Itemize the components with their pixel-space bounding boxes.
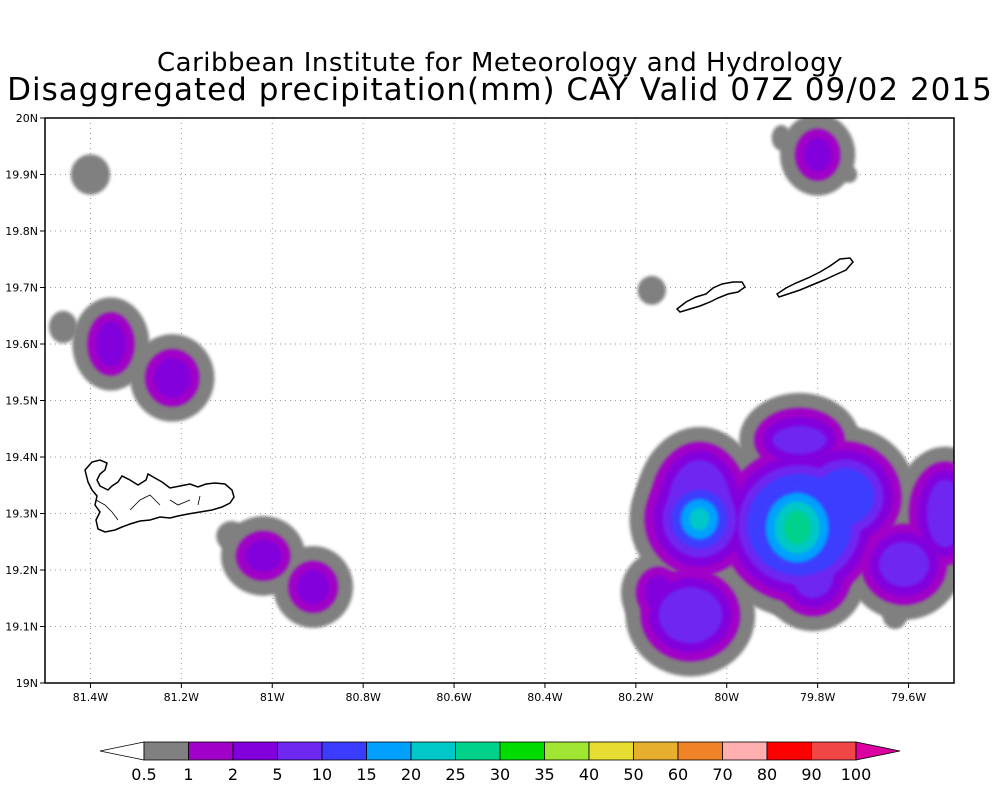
colorbar-label: 60 [668,765,688,784]
colorbar-box [232,741,278,761]
lon-tick-label: 81.4W [73,691,108,704]
colorbar-label: 2 [228,765,238,784]
precip-cell [772,425,827,455]
lon-tick-label: 80.6W [436,691,471,704]
colorbar-box [143,741,189,761]
precip-cell [244,540,282,572]
colorbar-label: 25 [445,765,465,784]
lat-tick-label: 19.3N [5,508,38,521]
precip-cell [804,137,832,172]
colorbar: 0.5 1 2 5 10 15 20 25 30 35 40 50 60 70 80 90 100 [99,741,901,784]
precip-cell [96,321,126,367]
colorbar-box [499,741,545,761]
colorbar-label: 50 [623,765,643,784]
lat-tick-label: 19.7N [5,282,38,295]
lon-tick-label: 79.8W [800,691,835,704]
colorbar-label: 90 [801,765,821,784]
island-cayman-brac [775,257,854,298]
colorbar-high-arrow [855,741,901,761]
lat-tick-label: 19.8N [5,225,38,238]
colorbar-box [455,741,501,761]
colorbar-box [722,741,768,761]
precip-cell [783,510,811,545]
precip-cell [882,601,908,630]
colorbar-low-arrow [99,741,145,761]
island-little-cayman [675,281,746,313]
colorbar-label: 20 [401,765,421,784]
colorbar-label: 35 [534,765,554,784]
lat-tick-label: 19N [16,677,38,690]
lat-tick-label: 19.4N [5,451,38,464]
colorbar-label: 10 [312,765,332,784]
lat-tick-label: 19.6N [5,338,38,351]
colorbar-box [677,741,723,761]
colorbar-label: 70 [712,765,732,784]
colorbar-label: 5 [272,765,282,784]
precip-cell [658,586,723,644]
title-line-2: Disaggregated precipitation(mm) CAY Vali… [7,72,993,108]
precip-cell [926,479,954,548]
colorbar-label: 40 [579,765,599,784]
colorbar-label: 100 [841,765,872,784]
precipitation-layer [48,118,954,677]
island-grand-cayman [84,459,235,533]
islands-layer [84,257,854,533]
precip-cell [297,570,330,604]
colorbar-label: 30 [490,765,510,784]
colorbar-box [766,741,812,761]
colorbar-box [633,741,679,761]
colorbar-box [588,741,634,761]
precip-cell [689,507,710,531]
lon-tick-label: 80.4W [527,691,562,704]
colorbar-label: 15 [356,765,376,784]
colorbar-box [811,741,857,761]
lat-tick-label: 19.5N [5,395,38,408]
lon-tick-label: 80.8W [345,691,380,704]
colorbar-box [321,741,367,761]
lon-tick-label: 79.6W [891,691,926,704]
colorbar-box [188,741,234,761]
lon-tick-label: 80.2W [618,691,653,704]
lat-tick-label: 19.9N [5,169,38,182]
precip-cell [815,468,875,525]
colorbar-box [277,741,323,761]
island-grand-cayman-districts [95,494,201,521]
precip-cell [70,154,111,195]
colorbar-box [366,741,412,761]
precip-cell [879,541,930,587]
colorbar-box [410,741,456,761]
colorbar-box [544,741,590,761]
colorbar-label: 1 [183,765,193,784]
title-line-1: Caribbean Institute for Meteorology and … [157,48,843,78]
colorbar-label: 0.5 [131,765,156,784]
precip-cell [154,358,191,398]
lon-tick-label: 80W [714,691,739,704]
precip-cell [841,166,858,183]
colorbar-label: 80 [757,765,777,784]
lon-tick-label: 81.2W [164,691,199,704]
lat-tick-label: 19.1N [5,621,38,634]
precip-cell [48,310,78,344]
lat-tick-label: 20N [16,112,38,125]
axis-labels: 81.4W 81.2W 81W 80.8W 80.6W 80.4W 80.2W 80W 79.8… [5,112,926,704]
lat-tick-label: 19.2N [5,564,38,577]
precip-cell [637,275,666,305]
lon-tick-label: 81W [260,691,285,704]
